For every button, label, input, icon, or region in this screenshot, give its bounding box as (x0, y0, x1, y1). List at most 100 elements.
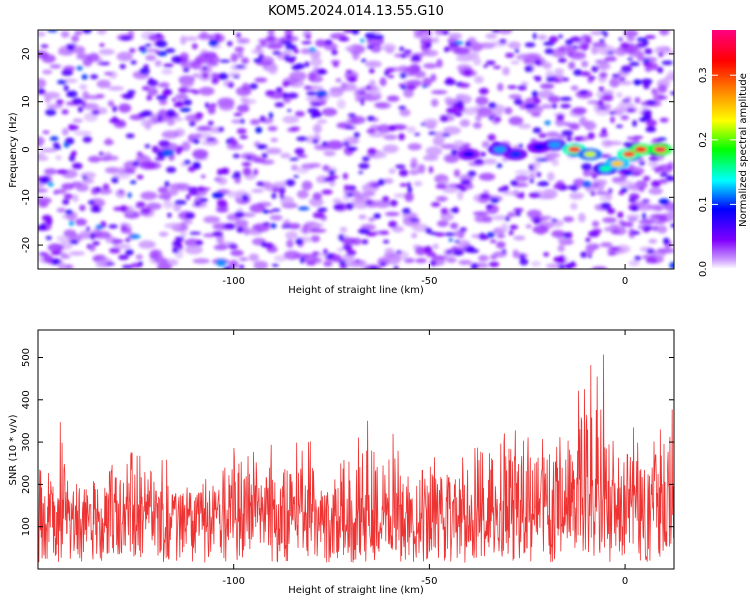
heatmap-cell (630, 205, 639, 212)
heatmap-cell (591, 46, 599, 55)
heatmap-cell (532, 75, 542, 79)
heatmap-cell (338, 37, 350, 42)
heatmap-cell (114, 244, 131, 249)
heatmap-cell (620, 115, 629, 121)
heatmap-cell (608, 111, 617, 115)
heatmap-cell (365, 60, 382, 68)
heatmap-cell (315, 39, 327, 47)
heatmap-cell (618, 37, 623, 41)
heatmap-cell (518, 123, 532, 129)
heatmap-cell (72, 194, 79, 203)
heatmap-cell (634, 255, 642, 261)
heatmap-cell (651, 62, 659, 71)
heatmap-cell (510, 180, 518, 186)
heatmap-cell (358, 214, 367, 220)
heatmap-cell (293, 174, 299, 178)
heatmap-cell (242, 167, 252, 176)
heatmap-x-label: Height of straight line (km) (288, 285, 424, 296)
heatmap-cell (89, 243, 96, 252)
heatmap-cell (492, 215, 509, 221)
heatmap-cell (56, 169, 68, 175)
heatmap-cell (598, 132, 609, 138)
heatmap-cell (551, 230, 566, 238)
heatmap-cell (608, 188, 613, 194)
y-tick-label: 0 (21, 146, 32, 152)
heatmap-cell (573, 45, 578, 49)
heatmap-cell (657, 66, 664, 74)
heatmap-y-label: Frequency (Hz) (8, 112, 19, 188)
heatmap-cell (104, 72, 114, 76)
heatmap-cell (475, 114, 482, 122)
heatmap-cell (323, 177, 335, 183)
heatmap-cell (339, 264, 348, 269)
heatmap-cell (226, 143, 244, 150)
heatmap-cell (166, 166, 177, 173)
heatmap-cell (285, 44, 297, 51)
heatmap-cell (537, 194, 555, 200)
heatmap-cell (218, 101, 235, 111)
heatmap-cell (390, 199, 398, 207)
heatmap-cell (374, 102, 388, 109)
heatmap-cell (168, 183, 187, 190)
heatmap-cell (38, 155, 49, 161)
heatmap-cell (174, 200, 187, 205)
heatmap-cell (147, 79, 159, 86)
snr-panel: -100 -50 0 100 200 300 400 500 Height of strai… (8, 329, 675, 596)
heatmap-cell (332, 198, 342, 204)
heatmap-cell (398, 133, 405, 141)
heatmap-cell (79, 204, 86, 212)
heatmap-cell (49, 136, 59, 141)
heatmap-cell (352, 199, 369, 210)
heatmap-cell (267, 125, 278, 132)
heatmap-cell (606, 207, 616, 215)
heatmap-cell (296, 154, 308, 158)
heatmap-cell (47, 243, 64, 252)
heatmap-cell (459, 227, 467, 232)
heatmap-cell (38, 88, 44, 94)
heatmap-cell (311, 223, 324, 228)
heatmap-cell (441, 30, 450, 35)
heatmap-cell (42, 130, 50, 134)
heatmap-cell (175, 93, 189, 101)
heatmap-cell (209, 103, 217, 107)
heatmap-cell (317, 207, 328, 213)
heatmap-cell (120, 225, 127, 231)
heatmap-cell (423, 63, 438, 69)
heatmap-cell (588, 172, 601, 177)
heatmap-cell (618, 77, 626, 82)
heatmap-noise-blobs (38, 30, 674, 269)
x-tick-label: -50 (421, 276, 437, 287)
heatmap-cell (72, 97, 84, 105)
heatmap-cell (118, 103, 132, 113)
heatmap-cell (482, 158, 498, 165)
heatmap-cell (440, 179, 450, 185)
heatmap-cell (449, 247, 467, 252)
heatmap-cell (528, 192, 541, 199)
heatmap-cell (607, 252, 617, 256)
heatmap-cell (479, 193, 490, 200)
heatmap-cell (364, 32, 377, 40)
heatmap-cell (185, 245, 203, 255)
heatmap-cell (618, 191, 625, 196)
heatmap-cell (401, 53, 406, 59)
heatmap-cell (366, 115, 376, 122)
heatmap-cell (641, 212, 647, 220)
heatmap-cell (236, 104, 250, 113)
heatmap-cell (238, 264, 245, 269)
heatmap-cell (258, 53, 264, 60)
heatmap-cell (38, 252, 49, 256)
heatmap-cell (239, 135, 248, 140)
heatmap-cell (268, 64, 278, 75)
heatmap-cell (601, 127, 607, 135)
heatmap-cell (227, 41, 233, 47)
heatmap-cell (407, 186, 413, 193)
heatmap-cell (385, 68, 395, 73)
heatmap-cell (509, 224, 519, 230)
heatmap-cell (259, 115, 266, 123)
heatmap-cell (294, 147, 305, 155)
heatmap-cell (215, 259, 227, 267)
heatmap-cell (53, 191, 58, 195)
heatmap-cell (478, 172, 496, 181)
heatmap-cell (163, 199, 173, 209)
heatmap-cell (136, 151, 143, 157)
